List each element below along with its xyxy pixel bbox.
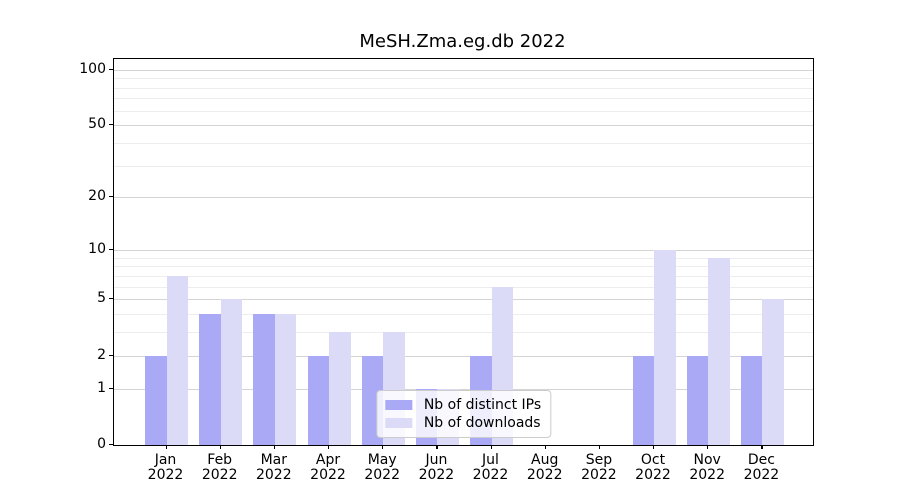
grid-line-minor: [114, 332, 813, 334]
legend: Nb of distinct IPs Nb of downloads: [375, 390, 552, 438]
y-axis-tick-label: 2: [97, 346, 106, 363]
x-axis-tick-mark: [436, 445, 438, 449]
legend-swatch-downloads: [384, 418, 412, 428]
y-axis-tick-mark: [109, 124, 113, 126]
bar-distinct-ips: [199, 314, 221, 445]
grid-line-major: [114, 69, 813, 71]
y-axis-tick-label: 1: [97, 379, 106, 396]
y-axis-tick-mark: [109, 68, 113, 70]
x-axis-tick-mark: [653, 445, 655, 449]
legend-label-distinct-ips: Nb of distinct IPs: [423, 397, 542, 413]
grid-line-minor: [114, 257, 813, 259]
x-axis-tick-label: Sep 2022: [581, 452, 617, 483]
legend-swatch-distinct-ips: [384, 400, 412, 410]
bar-downloads: [166, 275, 188, 445]
grid-line-major: [114, 299, 813, 301]
grid-line-major: [114, 197, 813, 199]
bar-distinct-ips: [253, 314, 275, 445]
grid-line-minor: [114, 110, 813, 112]
x-axis-tick-mark: [490, 445, 492, 449]
x-axis-tick-label: Dec 2022: [743, 452, 780, 483]
x-axis-tick-label: Jun 2022: [418, 452, 455, 483]
y-axis-tick-mark: [109, 387, 113, 389]
legend-row-distinct-ips: Nb of distinct IPs: [384, 396, 542, 414]
bar-distinct-ips: [740, 355, 763, 445]
x-axis-tick-label: Jan 2022: [147, 452, 184, 483]
chart-title: MeSH.Zma.eg.db 2022: [359, 31, 566, 52]
y-axis-tick-mark: [109, 354, 113, 356]
y-axis-tick-mark: [109, 444, 113, 446]
x-axis-tick-mark: [219, 445, 221, 449]
x-axis-tick-mark: [761, 445, 763, 449]
grid-line-major: [114, 249, 813, 251]
x-axis-tick-mark: [382, 445, 384, 449]
x-axis-tick-label: Aug 2022: [526, 452, 563, 483]
legend-row-downloads: Nb of downloads: [384, 414, 541, 432]
grid-line-minor: [114, 266, 813, 268]
x-axis-tick-mark: [598, 445, 601, 449]
x-axis-tick-label: Mar 2022: [255, 452, 292, 483]
bar-distinct-ips: [307, 355, 329, 445]
y-axis-tick-label: 100: [79, 60, 106, 77]
x-axis-tick-mark: [165, 445, 167, 449]
bar-distinct-ips: [686, 355, 709, 445]
grid-line-minor: [114, 87, 813, 89]
y-axis-tick-label: 5: [97, 290, 106, 307]
grid-line-major: [114, 125, 813, 127]
grid-line-major: [114, 388, 813, 390]
grid-line-minor: [114, 98, 813, 100]
x-axis-tick-label: May 2022: [364, 452, 400, 483]
bar-downloads: [274, 314, 297, 445]
bar-distinct-ips: [145, 355, 167, 445]
grid-line-minor: [114, 275, 813, 277]
x-axis-tick-mark: [707, 445, 709, 449]
x-axis-tick-label: Oct 2022: [635, 452, 671, 483]
y-axis-tick-mark: [109, 248, 113, 251]
grid-line-minor: [114, 142, 813, 144]
y-axis-tick-label: 20: [88, 188, 106, 205]
y-axis-tick-label: 10: [88, 240, 106, 257]
bar-distinct-ips: [632, 355, 654, 445]
grid-line-major: [114, 355, 813, 357]
legend-label-downloads: Nb of downloads: [423, 415, 541, 431]
y-axis-tick-mark: [109, 298, 113, 300]
y-axis-tick-mark: [109, 196, 113, 198]
x-axis-tick-label: Feb 2022: [201, 452, 238, 483]
x-axis-tick-label: Apr 2022: [310, 452, 346, 483]
x-axis-tick-mark: [328, 445, 330, 449]
plot-area: Nb of distinct IPs Nb of downloads: [113, 58, 814, 446]
bar-downloads: [329, 332, 351, 445]
bar-downloads: [654, 249, 676, 445]
y-axis-tick-label: 0: [97, 436, 106, 452]
grid-line-minor: [114, 314, 813, 316]
bar-downloads: [220, 299, 243, 445]
x-axis-tick-mark: [544, 445, 546, 449]
grid-line-minor: [114, 165, 813, 167]
y-axis-tick-label: 50: [88, 116, 106, 133]
grid-line-minor: [114, 286, 813, 288]
bar-downloads: [762, 299, 784, 445]
grid-line-minor: [114, 78, 813, 80]
bar-downloads: [708, 257, 730, 445]
x-axis-tick-label: Jul 2022: [472, 452, 509, 483]
x-axis-tick-label: Nov 2022: [689, 452, 725, 483]
x-axis-tick-mark: [273, 445, 275, 449]
